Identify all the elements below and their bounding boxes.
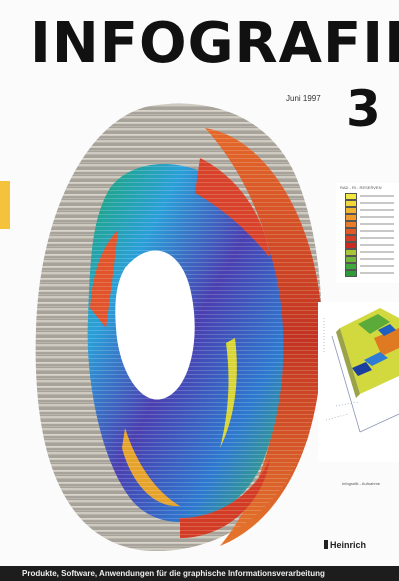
legend-swatch — [345, 221, 357, 228]
footer-band: Produkte, Software, Anwendungen für die … — [0, 566, 399, 581]
publisher-name: Heinrich — [330, 540, 367, 550]
legend-swatch — [345, 249, 357, 256]
mini-chart-caption: Infografik - Aufnahme — [342, 481, 381, 486]
footer-tagline: Produkte, Software, Anwendungen für die … — [22, 569, 325, 578]
legend-label — [360, 251, 394, 253]
color-legend: RAD - RI - RESERVEN — [336, 183, 399, 283]
issue-date: Juni 1997 — [286, 94, 321, 103]
legend-label — [360, 237, 394, 239]
legend-swatch — [345, 242, 357, 249]
legend-label — [360, 223, 394, 225]
legend-swatch — [345, 207, 357, 214]
legend-swatch — [345, 228, 357, 235]
legend-title: RAD - RI - RESERVEN — [340, 185, 382, 190]
legend-label — [360, 216, 394, 218]
legend-swatch — [345, 214, 357, 221]
legend-swatch — [345, 270, 357, 277]
accent-tab — [0, 181, 10, 229]
legend-swatch — [345, 235, 357, 242]
legend-swatch — [345, 193, 357, 200]
issue-number: 3 — [346, 80, 381, 138]
legend-label — [360, 272, 394, 274]
legend-label — [360, 258, 394, 260]
legend-label — [360, 244, 394, 246]
legend-swatch — [345, 256, 357, 263]
masthead-title: INFOGRAFIK — [30, 11, 399, 76]
mini-3d-chart — [318, 302, 399, 462]
legend-label — [360, 209, 394, 211]
publisher-logo: Heinrich — [324, 540, 366, 550]
legend-label — [360, 202, 394, 204]
publisher-mark-icon — [324, 540, 328, 549]
legend-swatch — [345, 263, 357, 270]
legend-label — [360, 195, 394, 197]
legend-label — [360, 230, 394, 232]
torus-visualization — [35, 103, 323, 552]
legend-label — [360, 265, 394, 267]
legend-swatch — [345, 200, 357, 207]
